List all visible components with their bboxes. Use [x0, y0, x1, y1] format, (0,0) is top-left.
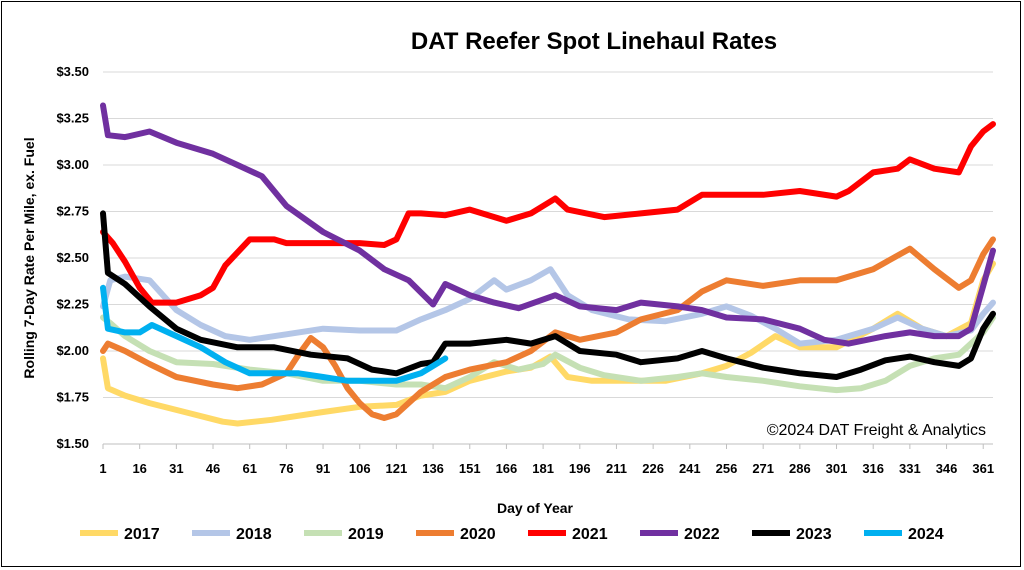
- legend-label-2024: 2024: [908, 526, 944, 543]
- gridlines: [103, 71, 993, 445]
- legend-label-2019: 2019: [348, 526, 384, 543]
- x-tick-label: 241: [679, 461, 701, 476]
- y-tick-label: $2.75: [56, 204, 89, 219]
- chart-title: DAT Reefer Spot Linehaul Rates: [411, 28, 777, 55]
- x-tick-label: 181: [532, 461, 554, 476]
- series-line-2022: [100, 102, 996, 347]
- y-tick-label: $3.00: [56, 157, 89, 172]
- series-line-2019: [100, 314, 996, 394]
- y-tick-label: $1.75: [56, 390, 89, 405]
- x-tick-label: 316: [862, 461, 884, 476]
- legend-label-2021: 2021: [572, 526, 608, 543]
- x-tick-label: 16: [132, 461, 146, 476]
- x-tick-label: 76: [279, 461, 293, 476]
- series-line-2024: [100, 284, 449, 384]
- y-tick-label: $2.50: [56, 250, 89, 265]
- x-tick-label: 361: [972, 461, 994, 476]
- x-tick-label: 121: [386, 461, 408, 476]
- series-line-2018: [100, 266, 996, 347]
- legend-label-2022: 2022: [684, 526, 720, 543]
- x-tick-label: 271: [752, 461, 774, 476]
- x-tick-label: 91: [316, 461, 330, 476]
- copyright-annotation: ©2024 DAT Freight & Analytics: [767, 422, 986, 439]
- y-axis-ticks: $1.50 $1.75 $2.00 $2.25 $2.50 $2.75 $3.00 $3.25…: [56, 64, 89, 451]
- x-tick-label: 1: [99, 461, 106, 476]
- x-tick-label: 331: [899, 461, 921, 476]
- x-axis-ticks: 1 16 31 46 61 76 91 106 121 136 151 166 181 196 211 226…: [99, 443, 994, 476]
- series-line-2023: [100, 210, 996, 380]
- x-tick-label: 196: [569, 461, 591, 476]
- x-tick-label: 46: [206, 461, 220, 476]
- y-tick-label: $2.25: [56, 297, 89, 312]
- y-tick-label: $1.50: [56, 436, 89, 451]
- x-tick-label: 286: [789, 461, 811, 476]
- x-tick-label: 301: [826, 461, 848, 476]
- x-tick-label: 136: [422, 461, 444, 476]
- x-tick-label: 106: [349, 461, 371, 476]
- y-axis-label: Rolling 7-Day Rate Per Mile, ex. Fuel: [21, 137, 37, 378]
- legend-label-2017: 2017: [124, 526, 160, 543]
- legend-label-2018: 2018: [236, 526, 272, 543]
- x-tick-label: 346: [936, 461, 958, 476]
- x-tick-label: 256: [716, 461, 738, 476]
- x-tick-label: 166: [496, 461, 518, 476]
- series-line-2021: [100, 121, 996, 306]
- legend-label-2023: 2023: [796, 526, 832, 543]
- y-tick-label: $3.50: [56, 64, 89, 79]
- x-tick-label: 151: [459, 461, 481, 476]
- series-lines: [100, 102, 996, 427]
- x-axis-label: Day of Year: [497, 500, 574, 516]
- legend-label-2020: 2020: [460, 526, 496, 543]
- x-tick-label: 226: [642, 461, 664, 476]
- y-tick-label: $3.25: [56, 111, 89, 126]
- x-tick-label: 211: [606, 461, 627, 476]
- legend: 2017 2018 2019 2020 2021 2022 2023 2024: [80, 526, 944, 543]
- x-tick-label: 31: [169, 461, 183, 476]
- y-tick-label: $2.00: [56, 343, 89, 358]
- series-line-2020: [100, 236, 996, 421]
- x-tick-label: 61: [242, 461, 256, 476]
